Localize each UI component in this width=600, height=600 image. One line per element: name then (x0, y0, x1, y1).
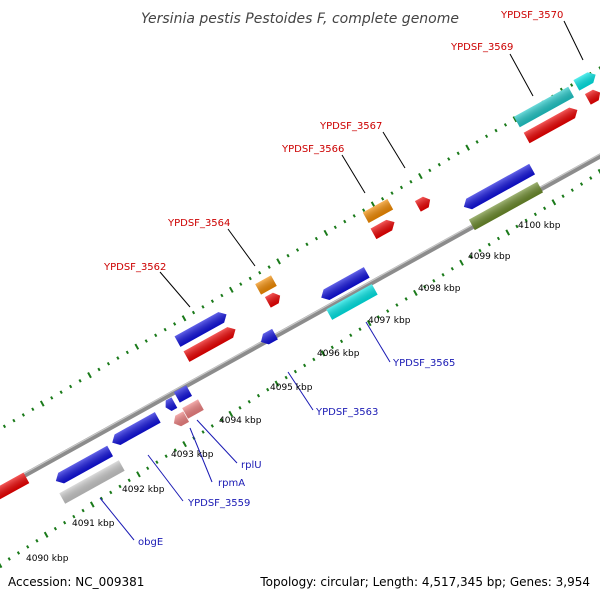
gene-ypdsf-3565 (326, 284, 378, 320)
gene-rplu (165, 397, 178, 411)
gene-rplu-a (173, 385, 193, 403)
gene-inner-olive (468, 181, 544, 231)
backbone (0, 153, 600, 492)
gene-label: rpmA (218, 478, 245, 489)
gene-ypdsf-3566b (370, 219, 395, 240)
gene-ypdsf-3564b (264, 292, 281, 308)
gene-ypdsf-3565a (321, 267, 370, 300)
accession-text: Accession: NC_009381 (8, 575, 144, 589)
tick-label: 4093 kbp (171, 450, 214, 460)
gene-ypdsf-3563 (261, 328, 278, 345)
gene-rpma (173, 411, 190, 427)
gene-label: YPDSF_3569 (450, 42, 513, 53)
label-leaders (99, 20, 584, 541)
gene-ypdsf-3570-track2 (584, 89, 600, 105)
gene-label: YPDSF_3562 (103, 262, 166, 273)
gene-features (0, 72, 600, 504)
tick-labels: 4090 kbp 4091 kbp 4092 kbp 4093 kbp 4094 kbp… (26, 221, 561, 564)
tick-label: 4094 kbp (219, 416, 262, 426)
tick-label: 4097 kbp (368, 316, 411, 326)
gene-obge (59, 460, 125, 504)
gene-label: YPDSF_3563 (315, 407, 378, 418)
gene-label: YPDSF_3570 (500, 10, 563, 21)
gene-ypdsf-3559 (112, 412, 161, 445)
inner-guide-dots (0, 168, 600, 569)
outer-guide-dots (2, 66, 600, 429)
tick-label: 4100 kbp (518, 221, 561, 231)
tick-label: 4098 kbp (418, 284, 461, 294)
gene-inner-3570 (463, 163, 536, 210)
tick-label: 4092 kbp (122, 485, 165, 495)
dotted-guides (0, 66, 600, 569)
tick-label: 4095 kbp (270, 383, 313, 393)
gene-label: YPDSF_3566 (281, 144, 344, 155)
tick-label: 4096 kbp (317, 349, 360, 359)
gene-left-edge (0, 472, 30, 504)
gene-rpma-a (182, 399, 204, 419)
gene-ypdsf-3570-track1 (573, 72, 596, 91)
gene-label: YPDSF_3564 (167, 218, 230, 229)
gene-ypdsf-3567 (414, 196, 431, 212)
genome-summary-text: Topology: circular; Length: 4,517,345 bp… (259, 575, 590, 589)
gene-label: YPDSF_3565 (392, 358, 455, 369)
gene-ypdsf-3566 (362, 198, 394, 224)
gene-ypdsf-3569b (523, 107, 578, 144)
gene-labels: YPDSF_3562 YPDSF_3564 YPDSF_3566 YPDSF_3567… (103, 10, 563, 548)
gene-label: obgE (138, 537, 163, 548)
gene-obge-a (55, 445, 114, 484)
gene-ypdsf-3569 (513, 86, 575, 128)
gene-label: YPDSF_3567 (319, 121, 382, 132)
tick-label: 4091 kbp (72, 519, 115, 529)
gene-ypdsf-3562 (174, 312, 227, 347)
map-title: Yersinia pestis Pestoides F, complete ge… (141, 11, 459, 27)
tick-label: 4099 kbp (468, 252, 511, 262)
gene-ypdsf-3564 (255, 275, 277, 295)
tick-label: 4090 kbp (26, 554, 69, 564)
gene-ypdsf-3562b (183, 327, 236, 362)
gene-label: rplU (241, 460, 262, 471)
gene-label: YPDSF_3559 (187, 498, 250, 509)
